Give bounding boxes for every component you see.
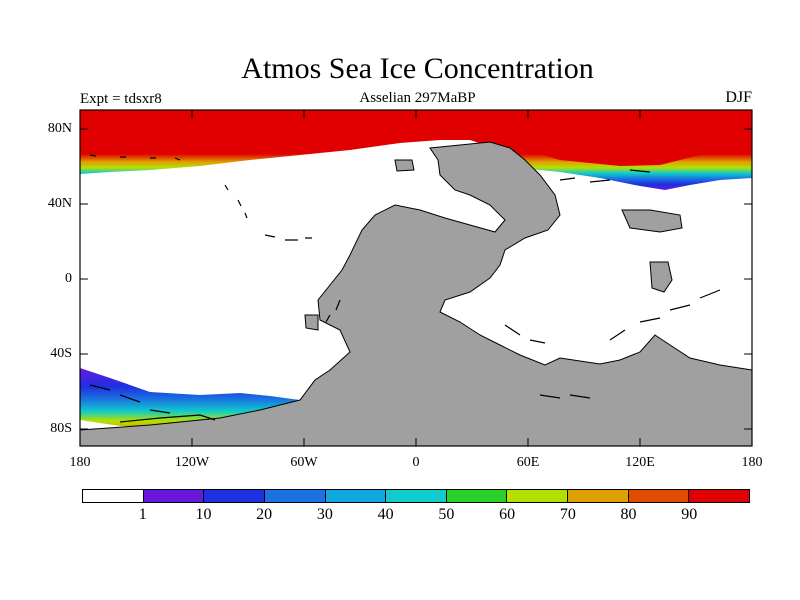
lon-tick-label: 180 — [69, 455, 91, 470]
axis-ticks — [80, 110, 752, 446]
colorbar-label: 80 — [620, 506, 637, 523]
season-label: DJF — [725, 89, 752, 106]
colorbar-swatch — [386, 490, 447, 502]
lon-tick-label: 0 — [412, 455, 420, 470]
colorbar-label: 40 — [377, 506, 394, 523]
colorbar-swatch — [83, 490, 144, 502]
island-blocks — [394, 159, 415, 172]
colorbar-label: 20 — [256, 506, 273, 523]
colorbar-swatch — [568, 490, 629, 502]
chart-subtitle: Asselian 297MaBP — [359, 90, 476, 106]
colorbar-swatch — [264, 490, 326, 502]
lat-tick-label: 0 — [65, 271, 72, 286]
experiment-label: Expt = tdsxr8 — [80, 91, 162, 107]
lat-tick-label: 80S — [50, 421, 72, 436]
lon-tick-label: 180 — [741, 455, 763, 470]
lat-tick-label: 40S — [50, 346, 72, 361]
colorbar-swatch — [628, 490, 690, 502]
colorbar-swatch — [204, 490, 265, 502]
colorbar-label: 90 — [681, 506, 698, 523]
colorbar-label: 30 — [316, 506, 333, 523]
colorbar-label: 60 — [499, 506, 516, 523]
lon-tick-label: 60E — [516, 455, 540, 470]
colorbar-swatch — [689, 490, 750, 502]
lon-tick-label: 120E — [625, 455, 655, 470]
pangaea-landmass — [80, 141, 752, 446]
colorbar-swatch — [507, 490, 569, 502]
island-blocks — [649, 261, 673, 293]
island-blocks — [304, 314, 319, 331]
colorbar — [82, 489, 750, 503]
colorbar-swatch — [143, 490, 205, 502]
island-blocks — [621, 209, 683, 233]
colorbar-swatch — [325, 490, 387, 502]
lon-tick-label: 60W — [290, 455, 318, 470]
colorbar-label: 10 — [195, 506, 212, 523]
lon-tick-label: 120W — [174, 455, 210, 470]
arctic-ice-core — [80, 110, 752, 166]
chart-title: Atmos Sea Ice Concentration — [241, 52, 594, 85]
colorbar-label: 70 — [559, 506, 576, 523]
lat-tick-label: 40N — [47, 196, 72, 211]
coastline-fragments — [89, 154, 721, 423]
lat-tick-label: 80N — [47, 121, 72, 136]
colorbar-label: 50 — [438, 506, 455, 523]
colorbar-swatch — [446, 490, 508, 502]
colorbar-label: 1 — [138, 506, 147, 523]
